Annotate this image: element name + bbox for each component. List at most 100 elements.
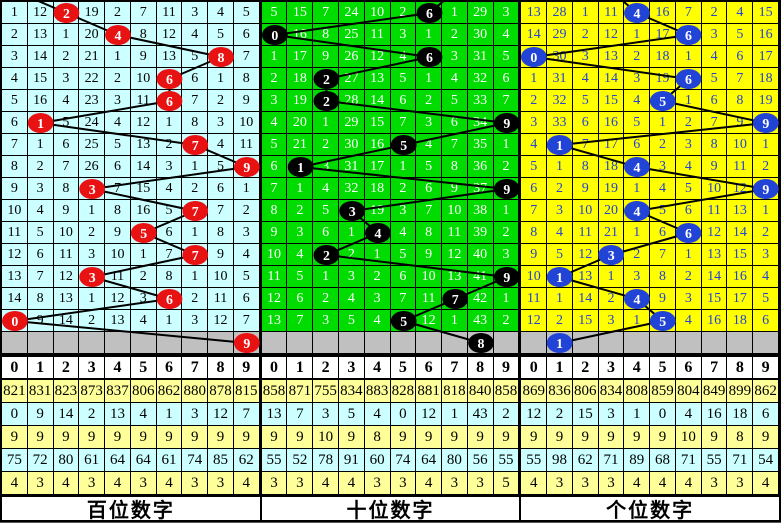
trend-cell: 15 [753,2,779,24]
trend-cell [624,288,651,310]
trend-cell: 12 [27,2,54,24]
trend-grid-tens: 5 15 7 24 10 2 1 29 3 16 8 25 11 3 1 2 30 4 1 17 9 26 12 4 3 31 5 2… [261,2,520,354]
trend-cell [261,24,288,46]
stats-cell: 3 [313,403,339,426]
trend-cell: 1 [624,222,651,244]
trend-cell: 1 [313,266,339,288]
trend-cell [338,332,365,354]
trend-cell: 2 [624,244,651,266]
trend-cell: 8 [53,178,80,200]
trend-cell: 3 [130,288,157,310]
trend-cell [233,156,260,178]
trend-cell: 1 [521,68,548,90]
trend-cell: 10 [105,244,131,266]
trend-cell: 5 [233,2,260,24]
trend-cell: 1 [27,134,54,156]
trend-cell [650,332,676,354]
trend-cell: 4 [753,266,779,288]
stats-cell: 60 [364,449,391,472]
stats-cell: 61 [79,449,106,472]
trend-cell: 2 [182,288,209,310]
trend-cell [182,200,209,222]
trend-cell: 8 [416,222,443,244]
trend-cell: 3 [182,310,209,332]
trend-cell: 2 [572,24,599,46]
trend-cell [547,134,573,156]
stats-cell: 9 [130,426,157,449]
stats-cell: 4 [313,472,339,495]
trend-cell: 14 [572,288,599,310]
stats-cell: 62 [233,449,260,472]
stats-cell: 9 [156,426,183,449]
trend-cell [208,46,234,68]
trend-cell: 1 [675,90,702,112]
trend-cell: 18 [287,68,314,90]
trend-cell: 17 [287,46,314,68]
trend-cell [79,178,106,200]
trend-cell: 5 [727,24,754,46]
trend-cell: 5 [547,244,573,266]
trend-cell: 4 [442,68,468,90]
trend-cell: 3 [233,222,260,244]
digit-header-cell: 9 [234,357,260,378]
trend-cell: 18 [598,156,625,178]
trend-cell: 1 [493,200,520,222]
trend-cell: 12 [598,24,625,46]
stats-cell: 859 [650,380,676,403]
trend-cell: 3 [493,244,520,266]
trend-cell: 18 [753,68,779,90]
trend-cell: 7 [156,244,183,266]
trend-cell: 6 [442,112,468,134]
stats-cell: 9 [467,426,494,449]
trend-cell [130,332,157,354]
stats-cell: 818 [442,380,468,403]
trend-cell: 8 [261,200,288,222]
trend-cell: 2 [547,178,573,200]
trend-cell: 3 [598,310,625,332]
trend-cell: 28 [547,2,573,24]
trend-cell: 6 [390,266,417,288]
trend-cell: 17 [364,156,391,178]
trend-cell: 43 [467,310,494,332]
panel-hundreds: 1 12 19 2 7 11 3 4 5 2 13 1 20 8 12 4 5 6 3 14 2 21 1 9 13 5 7 4 15 3… [2,2,260,522]
trend-cell [624,2,651,24]
stats-cell: 68 [650,449,676,472]
trend-cell [521,46,548,68]
stats-cell: 72 [27,449,54,472]
trend-cell: 5 [572,90,599,112]
trend-cell: 5 [27,222,54,244]
trend-cell: 1 [338,222,365,244]
trend-cell: 7 [105,178,131,200]
trend-cell: 4 [390,46,417,68]
trend-cell: 30 [547,46,573,68]
panel-title-ones: 个位数字 [521,495,780,522]
trend-cell: 12 [53,266,80,288]
trend-cell: 13 [701,244,728,266]
stats-cell: 3 [208,472,234,495]
digit-header-cell: 8 [468,357,494,378]
trend-cell: 19 [287,90,314,112]
trend-cell [572,332,599,354]
trend-cell: 14 [598,68,625,90]
trend-cell: 11 [233,134,260,156]
trend-cell: 1 [156,112,183,134]
digit-header-cell: 1 [28,357,54,378]
stats-cell: 3 [598,472,625,495]
stats-cell: 3 [79,472,106,495]
trend-cell: 10 [2,200,28,222]
trend-cell: 23 [79,90,106,112]
stats-cell: 3 [701,472,728,495]
trend-cell [390,310,417,332]
digit-header-cell: 6 [416,357,443,378]
trend-cell: 9 [313,46,339,68]
trend-cell: 25 [79,134,106,156]
trend-cell: 5 [390,244,417,266]
stats-cell: 3 [598,403,625,426]
trend-cell: 1 [624,178,651,200]
trend-cell: 14 [727,222,754,244]
trend-cell: 38 [467,200,494,222]
trend-cell: 7 [208,200,234,222]
trend-cell: 13 [442,266,468,288]
